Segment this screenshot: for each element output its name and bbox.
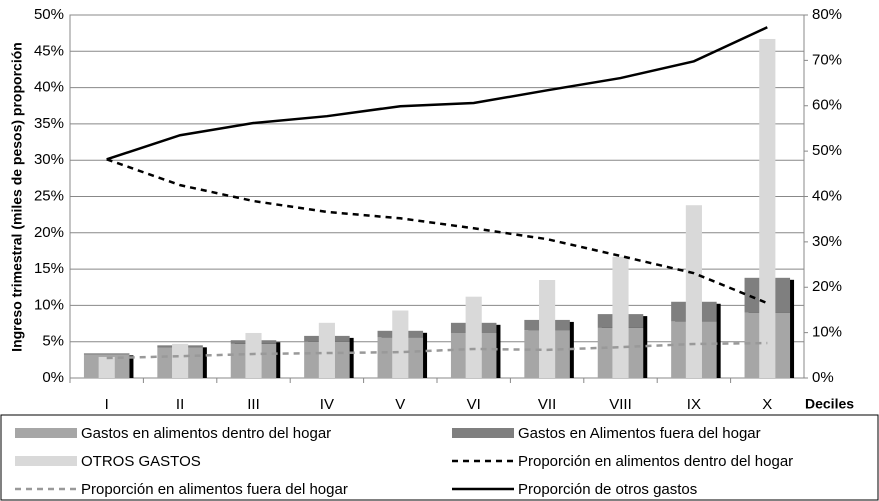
bar xyxy=(83,353,130,355)
legend-swatch xyxy=(15,428,77,438)
legend-label: Proporción de otros gastos xyxy=(518,481,697,498)
legend-label: OTROS GASTOS xyxy=(81,453,201,470)
y-tick-label: 0% xyxy=(42,369,64,386)
y2-tick-label: 10% xyxy=(812,324,842,341)
bar xyxy=(759,38,776,378)
y2-tick-label: 40% xyxy=(812,187,842,204)
y-tick-label: 15% xyxy=(34,260,64,277)
x-tick-label: VII xyxy=(538,396,556,413)
y-tick-label: 35% xyxy=(34,115,64,132)
legend-label: Gastos en alimentos dentro del hogar xyxy=(81,425,331,442)
bar xyxy=(685,205,702,378)
x-tick-label: III xyxy=(247,396,260,413)
y2-tick-label: 0% xyxy=(812,369,834,386)
bar xyxy=(172,343,189,378)
line xyxy=(106,341,768,360)
bar xyxy=(465,296,482,378)
y-tick-label: 10% xyxy=(34,296,64,313)
bar xyxy=(245,332,262,378)
x-tick-label: VIII xyxy=(609,396,632,413)
legend-swatch xyxy=(15,456,77,466)
line xyxy=(106,158,768,305)
x-tick-label: V xyxy=(395,396,405,413)
y-tick-label: 5% xyxy=(42,333,64,350)
y2-tick-label: 50% xyxy=(812,142,842,159)
y-tick-label: 25% xyxy=(34,187,64,204)
x-tick-label: II xyxy=(176,396,184,413)
x-tick-label: IX xyxy=(687,396,701,413)
legend-box xyxy=(0,414,879,501)
line xyxy=(106,26,768,161)
y-tick-label: 40% xyxy=(34,79,64,96)
bar xyxy=(612,256,629,378)
x-tick-label: VI xyxy=(467,396,481,413)
y2-tick-label: 60% xyxy=(812,97,842,114)
y2-tick-label: 80% xyxy=(812,6,842,23)
x-tick-label: IV xyxy=(320,396,334,413)
legend-label: Proporción en alimentos dentro del hogar xyxy=(518,453,793,470)
x-tick-label: I xyxy=(105,396,109,413)
x-axis-title: Deciles xyxy=(805,396,854,412)
legend-swatch xyxy=(452,428,514,438)
bar xyxy=(318,322,335,378)
bar xyxy=(392,310,409,378)
y2-tick-label: 30% xyxy=(812,233,842,250)
y2-tick-label: 20% xyxy=(812,278,842,295)
x-tick-label: X xyxy=(762,396,772,413)
y-tick-label: 20% xyxy=(34,224,64,241)
bar xyxy=(98,356,115,378)
bar xyxy=(539,279,556,378)
y2-tick-label: 70% xyxy=(812,51,842,68)
legend-label: Proporción en alimentos fuera del hogar xyxy=(81,481,348,498)
y-tick-label: 30% xyxy=(34,151,64,168)
y-tick-label: 50% xyxy=(34,6,64,23)
y-axis-title: Ingreso trimestral (miles de pesos) prop… xyxy=(9,42,25,352)
legend-label: Gastos en Alimentos fuera del hogar xyxy=(518,425,761,442)
y-tick-label: 45% xyxy=(34,42,64,59)
